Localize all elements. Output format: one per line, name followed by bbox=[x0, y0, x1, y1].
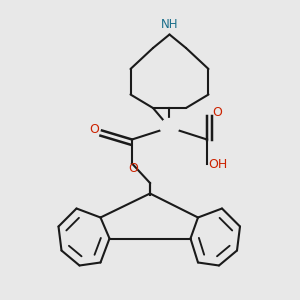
Text: NH: NH bbox=[161, 19, 178, 32]
Text: O: O bbox=[90, 122, 99, 136]
Text: O: O bbox=[213, 106, 222, 119]
Circle shape bbox=[160, 118, 178, 136]
Text: OH: OH bbox=[208, 158, 227, 172]
Text: O: O bbox=[129, 161, 138, 175]
